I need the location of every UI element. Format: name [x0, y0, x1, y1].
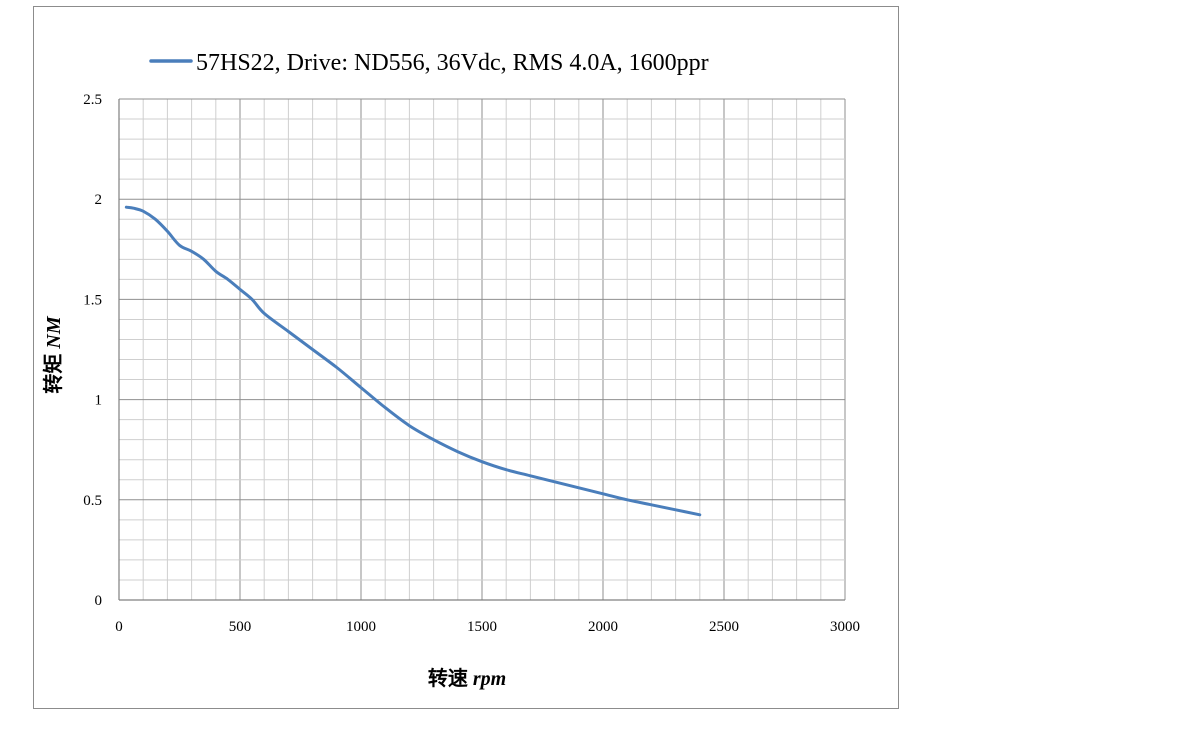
torque-speed-chart: 0 500 1000 1500 2000 2500 3000 0 0.5 1 1.5 2 2.5 57H…: [41, 50, 860, 690]
y-tick-label: 0: [95, 593, 103, 609]
y-axis-title: 转矩 NM: [41, 315, 65, 393]
y-tick-label: 0.5: [83, 493, 102, 509]
tick-labels: 0 500 1000 1500 2000 2500 3000 0 0.5 1 1.5 2 2.5: [83, 92, 860, 635]
series-line: [124, 205, 702, 517]
y-tick-label: 1.5: [83, 292, 102, 308]
y-axis-unit: NM: [43, 315, 65, 349]
x-tick-label: 0: [115, 619, 123, 635]
axes: [118, 99, 845, 601]
y-tick-label: 2.5: [83, 92, 102, 108]
y-axis-label: 转矩: [41, 354, 65, 394]
x-tick-label: 3000: [830, 619, 860, 635]
legend: 57HS22, Drive: ND556, 36Vdc, RMS 4.0A, 1…: [149, 50, 709, 76]
x-tick-label: 500: [229, 619, 252, 635]
y-tick-label: 2: [95, 192, 103, 208]
x-tick-label: 1500: [467, 619, 497, 635]
x-axis-title: 转速 rpm: [428, 666, 506, 690]
x-tick-label: 2000: [588, 619, 618, 635]
x-axis-label: 转速: [428, 666, 468, 690]
chart-frame: 0 500 1000 1500 2000 2500 3000 0 0.5 1 1.5 2 2.5 57H…: [33, 6, 899, 709]
grid: [118, 98, 846, 601]
x-tick-label: 1000: [346, 619, 376, 635]
series-layer: [124, 205, 702, 517]
x-axis-unit: rpm: [473, 668, 506, 690]
x-tick-label: 2500: [709, 619, 739, 635]
y-tick-label: 1: [95, 393, 103, 409]
legend-label: 57HS22, Drive: ND556, 36Vdc, RMS 4.0A, 1…: [196, 50, 709, 76]
